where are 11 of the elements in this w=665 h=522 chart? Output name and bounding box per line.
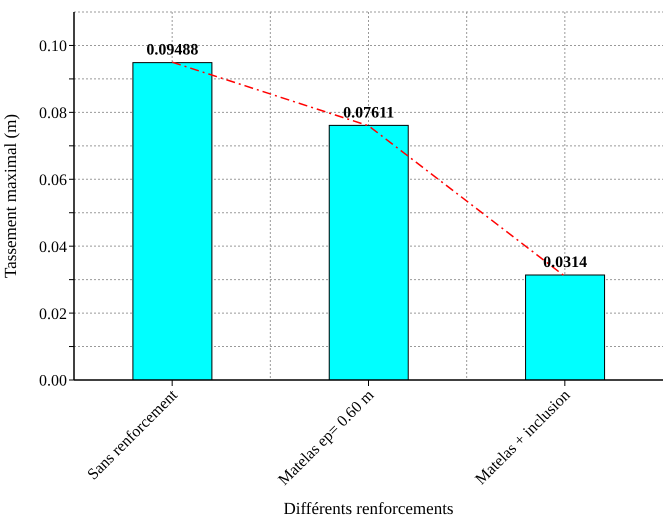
data-label: 0.07611 (343, 104, 394, 122)
y-axis-title: Tassement maximal (m) (1, 114, 20, 278)
y-tick-label: 0.00 (39, 372, 67, 390)
x-axis-title: Différents renforcements (283, 499, 454, 518)
y-tick-label: 0.08 (39, 105, 67, 122)
data-label: 0.0314 (543, 254, 588, 271)
y-tick-label: 0.02 (39, 306, 67, 323)
data-label: 0.09488 (146, 42, 198, 59)
y-tick-label: 0.06 (39, 172, 67, 189)
y-tick-label: 0.10 (39, 38, 67, 56)
y-tick-label: 0.04 (39, 238, 67, 256)
